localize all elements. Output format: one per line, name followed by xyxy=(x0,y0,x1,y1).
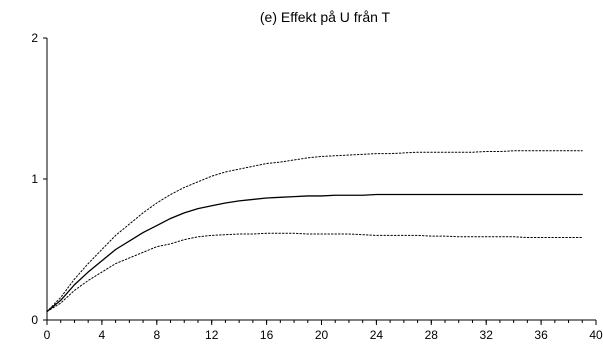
x-tick-label: 36 xyxy=(534,328,548,342)
chart-title: (e) Effekt på U från T xyxy=(260,9,391,25)
y-tick-label: 1 xyxy=(31,172,38,186)
x-tick-label: 4 xyxy=(99,328,106,342)
y-tick-label: 0 xyxy=(31,313,38,327)
x-tick-label: 0 xyxy=(44,328,51,342)
x-tick-label: 32 xyxy=(480,328,494,342)
x-tick-label: 8 xyxy=(153,328,160,342)
x-tick-label: 40 xyxy=(589,328,603,342)
y-tick-label: 2 xyxy=(31,31,38,45)
x-tick-label: 28 xyxy=(425,328,439,342)
estimate-line xyxy=(46,193,583,313)
x-tick-label: 24 xyxy=(370,328,384,342)
lower-band-line xyxy=(46,232,583,313)
x-tick-label: 20 xyxy=(315,328,329,342)
series-layer xyxy=(46,150,583,313)
x-tick-label: 16 xyxy=(260,328,274,342)
x-tick-label: 12 xyxy=(205,328,219,342)
upper-band-line xyxy=(46,150,583,313)
